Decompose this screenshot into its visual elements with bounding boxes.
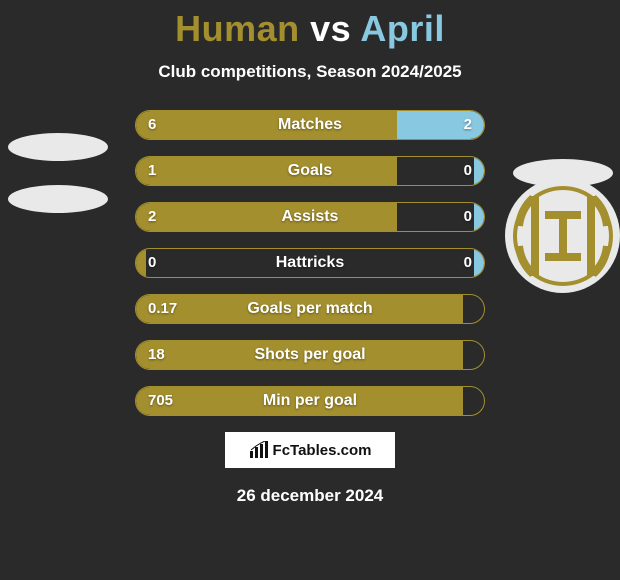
stat-label: Assists [136, 203, 484, 231]
page-title: Human vs April [0, 0, 620, 50]
stat-row: 1Goals0 [135, 156, 485, 186]
stat-label: Goals [136, 157, 484, 185]
stat-row: 0.17Goals per match [135, 294, 485, 324]
stat-label: Goals per match [136, 295, 484, 323]
stat-row: 0Hattricks0 [135, 248, 485, 278]
branding-text: FcTables.com [273, 442, 372, 459]
stat-label: Hattricks [136, 249, 484, 277]
stat-row: 6Matches2 [135, 110, 485, 140]
player2-name: April [360, 8, 445, 49]
stat-label: Matches [136, 111, 484, 139]
stat-label: Shots per goal [136, 341, 484, 369]
club-badge [505, 178, 620, 293]
avatar-placeholder-head [8, 133, 108, 161]
stat-value-right: 0 [464, 203, 472, 231]
club-crest-icon [513, 186, 613, 286]
subtitle: Club competitions, Season 2024/2025 [0, 62, 620, 82]
stats-panel: 6Matches21Goals02Assists00Hattricks00.17… [135, 110, 485, 416]
chart-bars-icon [249, 441, 269, 459]
player1-name: Human [175, 8, 300, 49]
stat-value-right: 0 [464, 157, 472, 185]
footer-date: 26 december 2024 [0, 486, 620, 506]
stat-row: 705Min per goal [135, 386, 485, 416]
stat-label: Min per goal [136, 387, 484, 415]
stat-row: 18Shots per goal [135, 340, 485, 370]
vs-text: vs [310, 8, 351, 49]
player1-avatar [0, 115, 115, 230]
stat-value-right: 2 [464, 111, 472, 139]
branding-badge[interactable]: FcTables.com [225, 432, 395, 468]
stat-row: 2Assists0 [135, 202, 485, 232]
avatar-placeholder-body [8, 185, 108, 213]
stat-value-right: 0 [464, 249, 472, 277]
